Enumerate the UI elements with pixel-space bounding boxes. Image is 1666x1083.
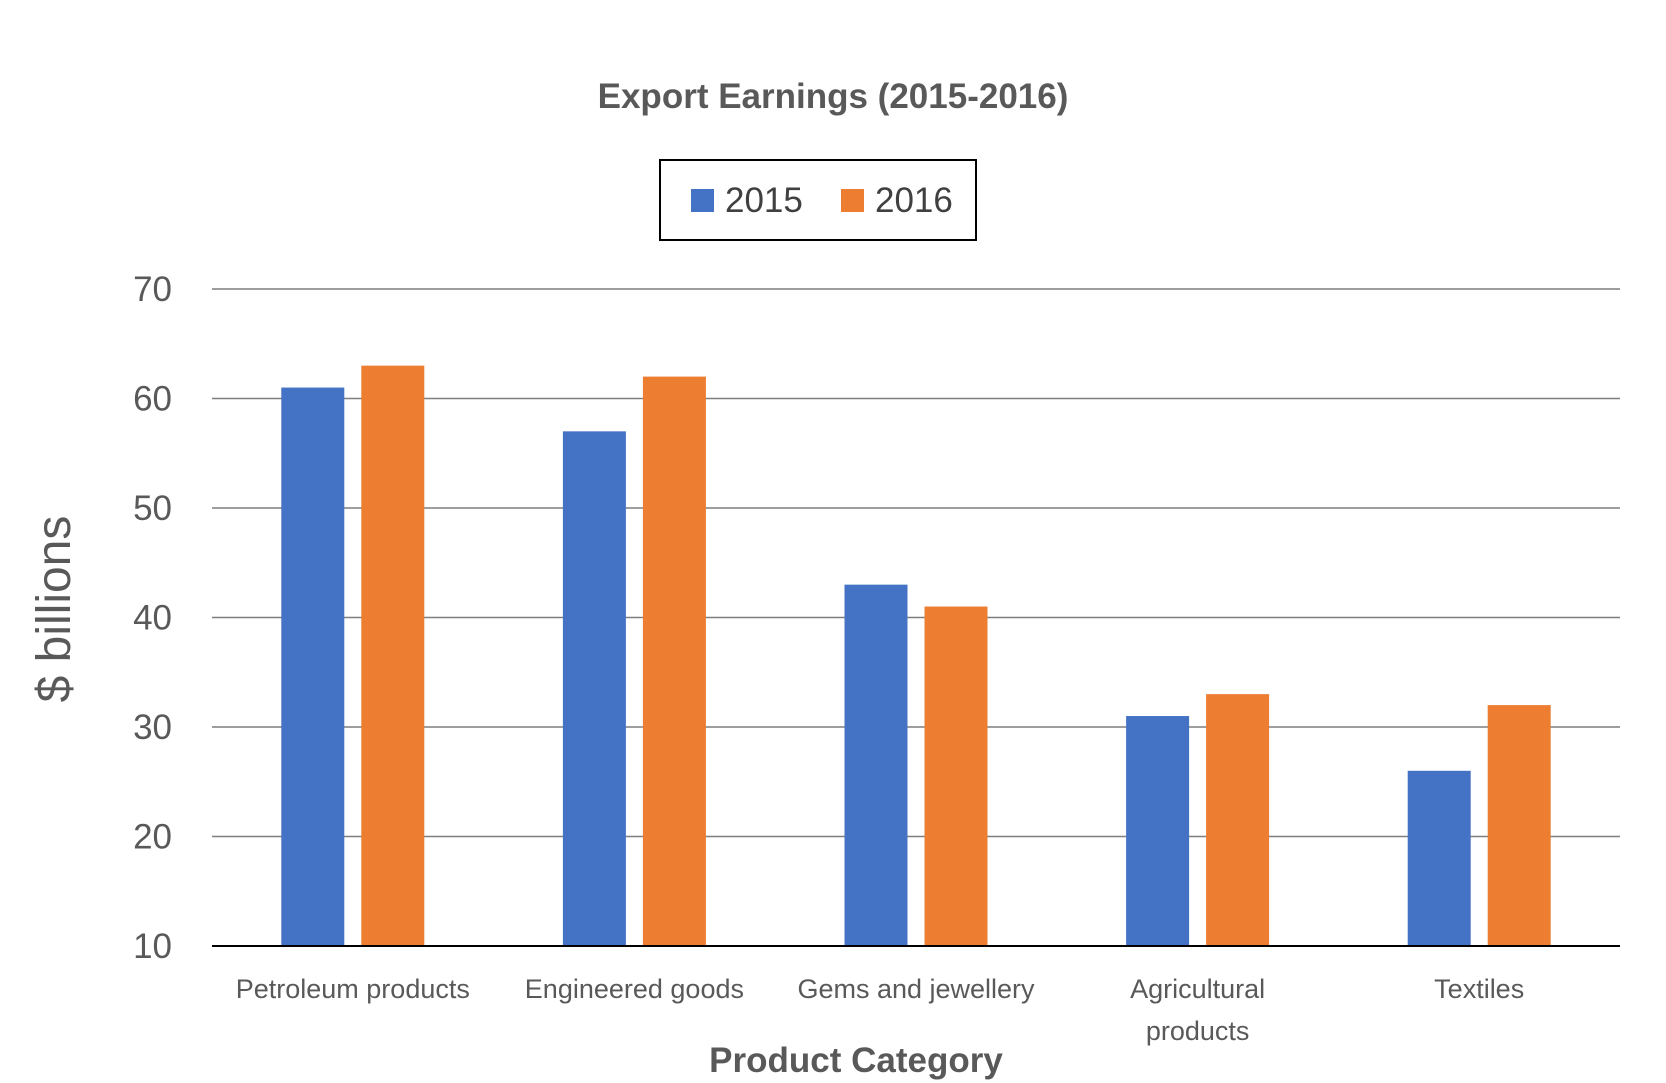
y-axis-title: $ billions: [28, 516, 81, 703]
legend-label-2015: 2015: [725, 181, 803, 220]
y-tick-label: 30: [133, 708, 172, 747]
legend-label-2016: 2016: [875, 181, 953, 220]
x-category-label: Petroleum products: [236, 974, 470, 1004]
bar-2016: [361, 365, 425, 946]
legend-swatch-2015: [691, 189, 714, 212]
x-category-label: Textiles: [1434, 974, 1524, 1004]
y-tick-label: 50: [133, 489, 172, 528]
x-category-label: Agricultural products: [1130, 974, 1265, 1046]
bar-2016: [1206, 694, 1270, 946]
bar-2016: [1487, 705, 1551, 946]
gridlines: [212, 288, 1620, 838]
y-tick-label: 20: [133, 818, 172, 857]
y-tick-label: 10: [133, 927, 172, 966]
bar-2015: [562, 431, 626, 947]
bar-2015: [281, 387, 345, 946]
bar-2015: [1407, 770, 1471, 946]
x-category-label: Gems and jewellery: [797, 974, 1035, 1004]
bar-2015: [844, 584, 908, 946]
x-category-label: Engineered goods: [525, 974, 744, 1004]
bar-2016: [924, 606, 988, 946]
y-tick-label: 40: [133, 599, 172, 638]
bar-2016: [642, 376, 706, 947]
chart-title: Export Earnings (2015-2016): [598, 77, 1069, 116]
y-tick-label: 60: [133, 380, 172, 419]
legend: 2015 2016: [659, 159, 977, 241]
y-tick-labels: 10 20 30 40 50 60 70: [133, 270, 172, 966]
bars: [281, 365, 1551, 947]
bar-2015: [1126, 716, 1190, 946]
x-axis-title: Product Category: [709, 1041, 1003, 1080]
x-category-labels: Petroleum products Engineered goods Gems a…: [236, 974, 1524, 1046]
y-tick-label: 70: [133, 270, 172, 309]
legend-swatch-2016: [841, 189, 864, 212]
